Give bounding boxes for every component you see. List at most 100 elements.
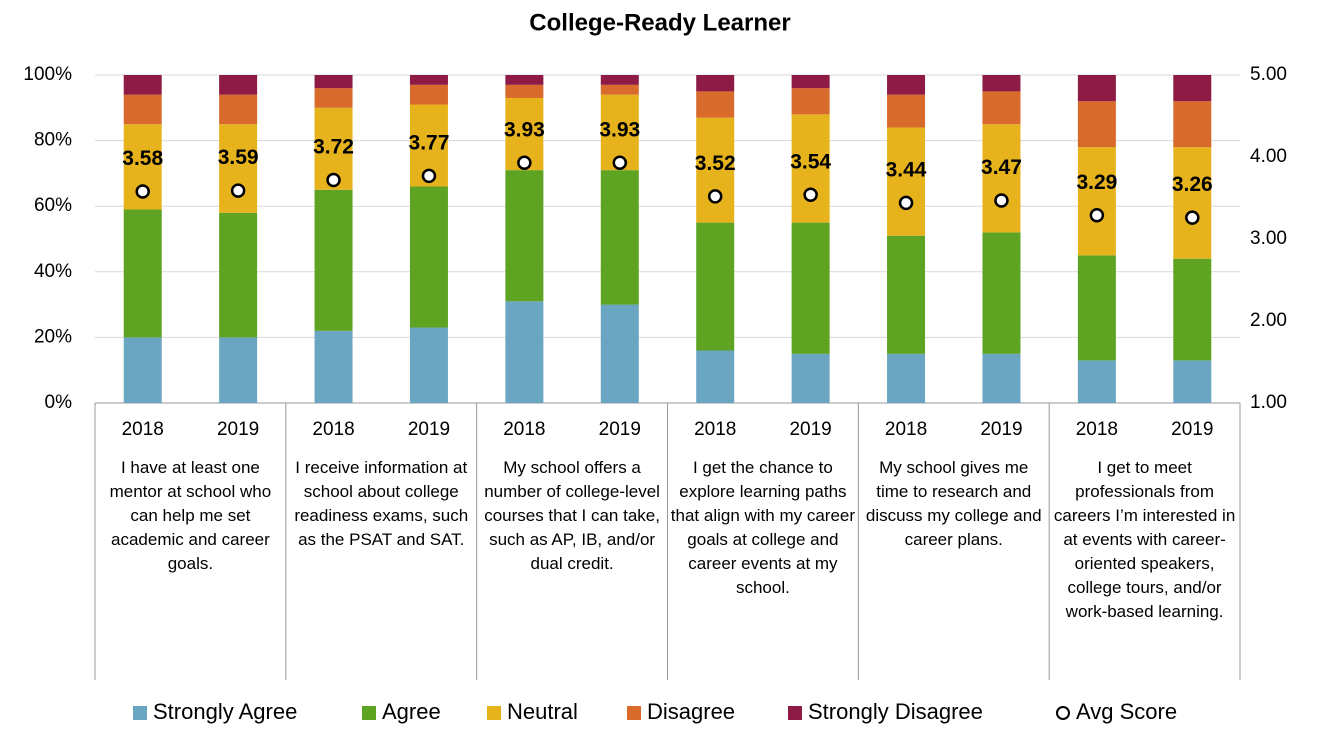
bar-segment xyxy=(791,114,830,223)
y2-tick-label: 4.00 xyxy=(1250,146,1287,167)
bar-segment xyxy=(1077,360,1116,403)
y-tick-label: 80% xyxy=(34,130,72,151)
legend-swatch xyxy=(788,706,802,720)
avg-marker xyxy=(707,189,723,204)
bar-segment xyxy=(123,75,162,95)
avg-marker xyxy=(421,168,437,184)
legend-swatch xyxy=(362,706,376,720)
bar-segment xyxy=(123,337,162,403)
data-label: 3.58 xyxy=(122,147,163,170)
bar-segment xyxy=(982,232,1021,354)
x-tick-label: 2018 xyxy=(312,419,354,440)
y-tick-label: 60% xyxy=(34,195,72,216)
bar-segment xyxy=(887,75,926,95)
bar-segment xyxy=(219,337,258,403)
bar-segment xyxy=(887,235,926,354)
x-tick-label: 2019 xyxy=(217,419,259,440)
avg-marker xyxy=(230,183,246,198)
bar-segment xyxy=(314,330,353,403)
data-label: 3.77 xyxy=(409,131,450,154)
bar-segment xyxy=(1077,101,1116,148)
bar-segment xyxy=(696,117,735,223)
data-label: 3.29 xyxy=(1076,171,1117,194)
x-tick-label: 2019 xyxy=(980,419,1022,440)
bar-segment xyxy=(505,301,544,403)
data-label: 3.72 xyxy=(313,136,354,159)
legend-label: Strongly Agree xyxy=(153,699,297,724)
x-tick-label: 2018 xyxy=(885,419,927,440)
group-label: I get to meet professionals from careers… xyxy=(1053,458,1236,621)
x-tick-label: 2019 xyxy=(599,419,641,440)
bar-segment xyxy=(982,353,1021,403)
bar-segment xyxy=(219,94,258,125)
group-label: My school offers a number of college-lev… xyxy=(484,458,660,573)
bar-segment xyxy=(696,350,735,403)
bar-segment xyxy=(314,189,353,331)
avg-marker xyxy=(898,195,914,211)
data-label: 3.54 xyxy=(790,150,831,173)
legend-label: Neutral xyxy=(507,699,578,724)
data-label: 3.52 xyxy=(695,152,736,175)
bar-segment xyxy=(1173,75,1212,102)
group-label: My school gives me time to research and … xyxy=(865,458,1042,549)
bar-segment xyxy=(791,88,830,115)
bar-segment xyxy=(219,124,258,213)
bar-segment xyxy=(314,75,353,89)
group-label: I have at least one mentor at school who… xyxy=(109,458,272,573)
bar-segment xyxy=(982,91,1021,125)
legend-label: Disagree xyxy=(647,699,735,724)
bar-segment xyxy=(219,212,258,338)
bar-segment xyxy=(982,124,1021,233)
bar-segment xyxy=(887,353,926,403)
avg-marker xyxy=(517,155,532,170)
data-label: 3.93 xyxy=(599,118,640,141)
bar-segment xyxy=(887,94,926,128)
x-tick-label: 2018 xyxy=(1076,419,1118,440)
avg-marker xyxy=(994,193,1009,208)
legend-swatch xyxy=(133,706,147,720)
bar-segment xyxy=(696,75,735,92)
x-tick-label: 2018 xyxy=(694,419,736,440)
y-tick-label: 40% xyxy=(34,261,72,282)
y2-tick-label: 2.00 xyxy=(1250,310,1287,331)
data-label: 3.47 xyxy=(981,156,1022,179)
data-label: 3.26 xyxy=(1172,173,1213,196)
y2-tick-label: 5.00 xyxy=(1250,64,1287,85)
bar-segment xyxy=(791,222,830,354)
bar-segment xyxy=(887,127,926,236)
legend-label: Agree xyxy=(382,699,441,724)
legend-swatch xyxy=(487,706,501,720)
avg-marker xyxy=(803,187,818,202)
chart-title: College-Ready Learner xyxy=(529,9,790,36)
bar-segment xyxy=(696,91,735,118)
data-label: 3.93 xyxy=(504,118,545,141)
bar-segment xyxy=(505,84,544,98)
y2-tick-label: 3.00 xyxy=(1250,228,1287,249)
group-label: I get the chance to explore learning pat… xyxy=(670,458,856,597)
bar-segment xyxy=(600,75,639,85)
legend-label: Avg Score xyxy=(1076,699,1177,724)
bar-segment xyxy=(219,75,258,95)
x-tick-label: 2019 xyxy=(789,419,831,440)
bar-segment xyxy=(123,209,162,338)
avg-marker xyxy=(1185,210,1200,225)
bar-segment xyxy=(982,75,1021,92)
bar-segment xyxy=(1077,147,1116,256)
avg-marker xyxy=(1089,207,1105,223)
y-tick-label: 100% xyxy=(23,64,72,85)
x-tick-label: 2019 xyxy=(1171,419,1213,440)
y-tick-label: 0% xyxy=(45,392,73,413)
y2-tick-label: 1.00 xyxy=(1250,392,1287,413)
bar-segment xyxy=(600,170,639,305)
x-tick-label: 2018 xyxy=(122,419,164,440)
data-label: 3.59 xyxy=(218,146,259,169)
y-tick-label: 20% xyxy=(34,326,72,347)
bar-segment xyxy=(1077,255,1116,361)
bar-segment xyxy=(1077,75,1116,102)
bar-segment xyxy=(123,94,162,125)
bar-segment xyxy=(1173,258,1212,361)
x-tick-label: 2018 xyxy=(503,419,545,440)
legend-marker xyxy=(1056,706,1070,720)
bar-segment xyxy=(600,304,639,403)
